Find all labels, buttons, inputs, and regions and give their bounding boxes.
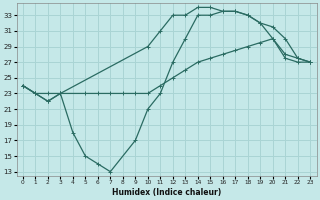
X-axis label: Humidex (Indice chaleur): Humidex (Indice chaleur) bbox=[112, 188, 221, 197]
